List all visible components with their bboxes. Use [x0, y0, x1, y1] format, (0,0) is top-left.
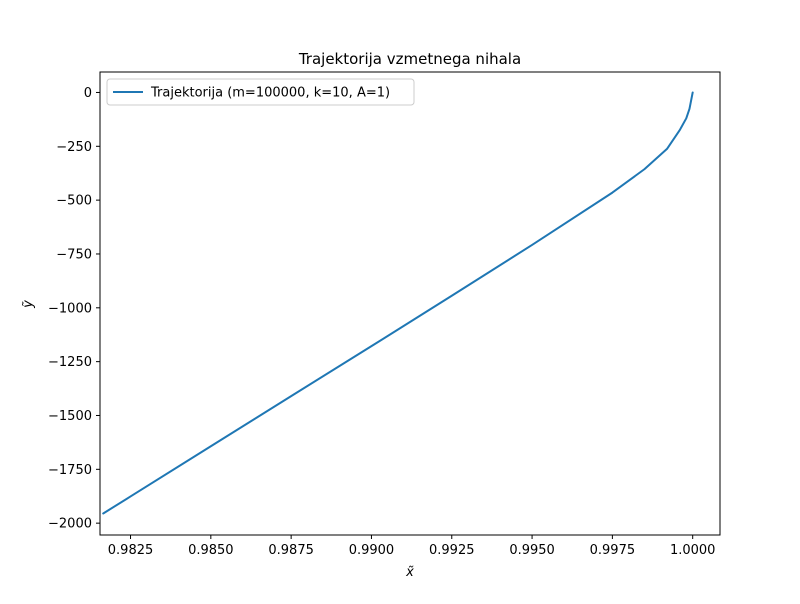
x-tick-label: 0.9875 — [268, 543, 314, 558]
series-line — [102, 91, 694, 515]
y-tick-label: −1500 — [48, 409, 92, 424]
y-tick-label: −1000 — [48, 301, 92, 316]
legend: Trajektorija (m=100000, k=10, A=1) — [106, 78, 415, 106]
y-tick-label: 0 — [84, 86, 92, 101]
y-tick-label: −1250 — [48, 355, 92, 370]
chart-title: Trajektorija vzmetnega nihala — [298, 50, 521, 68]
x-tick-label: 0.9975 — [590, 543, 636, 558]
x-tick-label: 0.9900 — [349, 543, 395, 558]
legend-box — [106, 78, 415, 106]
x-tick-label: 1.0000 — [670, 543, 716, 558]
y-tick-label: −250 — [56, 140, 92, 155]
y-axis-label: ỹ — [21, 300, 36, 309]
x-tick-label: 0.9950 — [509, 543, 555, 558]
plot-area: 0.9825 0.9850 0.9875 0.9900 0.9925 0.9950 0.99… — [48, 71, 721, 558]
x-tick-label: 0.9825 — [108, 543, 154, 558]
y-tick-label: −500 — [56, 194, 92, 209]
x-tick-label: 0.9850 — [188, 543, 234, 558]
y-tick-label: −1750 — [48, 463, 92, 478]
y-tick-label: −2000 — [48, 517, 92, 532]
x-tick-label: 0.9925 — [429, 543, 475, 558]
x-axis-label: x̃ — [405, 565, 414, 580]
axes-frame — [99, 71, 721, 536]
legend-entry-label: Trajektorija (m=100000, k=10, A=1) — [150, 86, 390, 101]
y-tick-label: −750 — [56, 247, 92, 262]
